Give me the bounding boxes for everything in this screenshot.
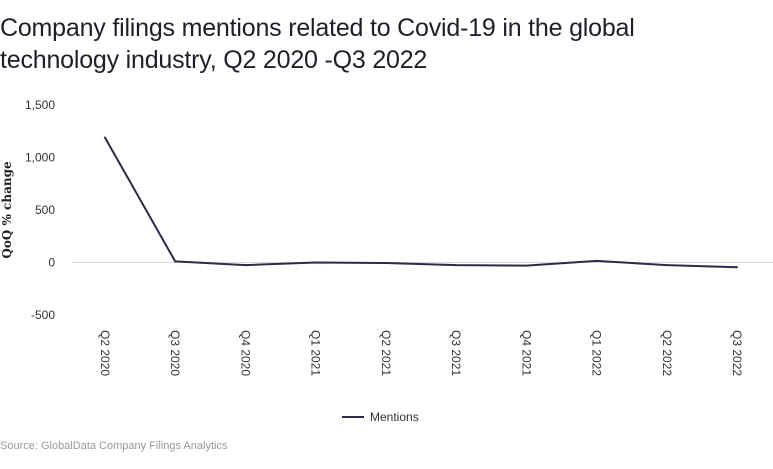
x-tick-label: Q1 2022: [590, 330, 604, 376]
y-axis-label: QoQ % change: [0, 161, 14, 259]
y-tick-label: 1,500: [25, 98, 55, 112]
y-tick-label: 0: [48, 256, 55, 270]
data-point: [736, 266, 738, 269]
x-tick-label: Q1 2021: [309, 330, 323, 376]
x-tick-label: Q3 2020: [168, 330, 182, 376]
x-tick-label: Q4 2021: [519, 330, 533, 376]
data-point: [174, 260, 177, 263]
data-point: [244, 264, 247, 267]
y-tick-label: 1,000: [25, 151, 55, 165]
legend: Mentions: [342, 410, 419, 424]
data-point: [104, 136, 106, 139]
source-note: Source: GlobalData Company Filings Analy…: [0, 440, 228, 452]
data-point: [314, 261, 317, 264]
x-tick-label: Q3 2021: [449, 330, 463, 376]
chart-title: Company filings mentions related to Covi…: [0, 14, 635, 74]
x-tick-label: Q4 2020: [238, 330, 252, 376]
x-tick-label: Q2 2022: [660, 330, 674, 376]
data-point: [384, 262, 387, 265]
y-tick-label: -500: [31, 308, 55, 322]
data-point: [595, 259, 598, 262]
series-line-mentions: [104, 137, 738, 269]
x-tick-label: Q2 2021: [379, 330, 393, 376]
legend-swatch-mentions: [342, 416, 364, 418]
y-tick-label: 500: [35, 203, 55, 217]
legend-label-mentions: Mentions: [370, 410, 419, 424]
data-point: [455, 264, 458, 267]
line-chart: QoQ % change 1,500 1,000 500 0 -500 Q2 2020 Q3 …: [0, 98, 773, 376]
x-tick-label: Q3 2022: [730, 330, 744, 376]
data-point: [665, 264, 668, 267]
x-tick-label: Q2 2020: [98, 330, 112, 376]
data-point: [525, 264, 528, 267]
